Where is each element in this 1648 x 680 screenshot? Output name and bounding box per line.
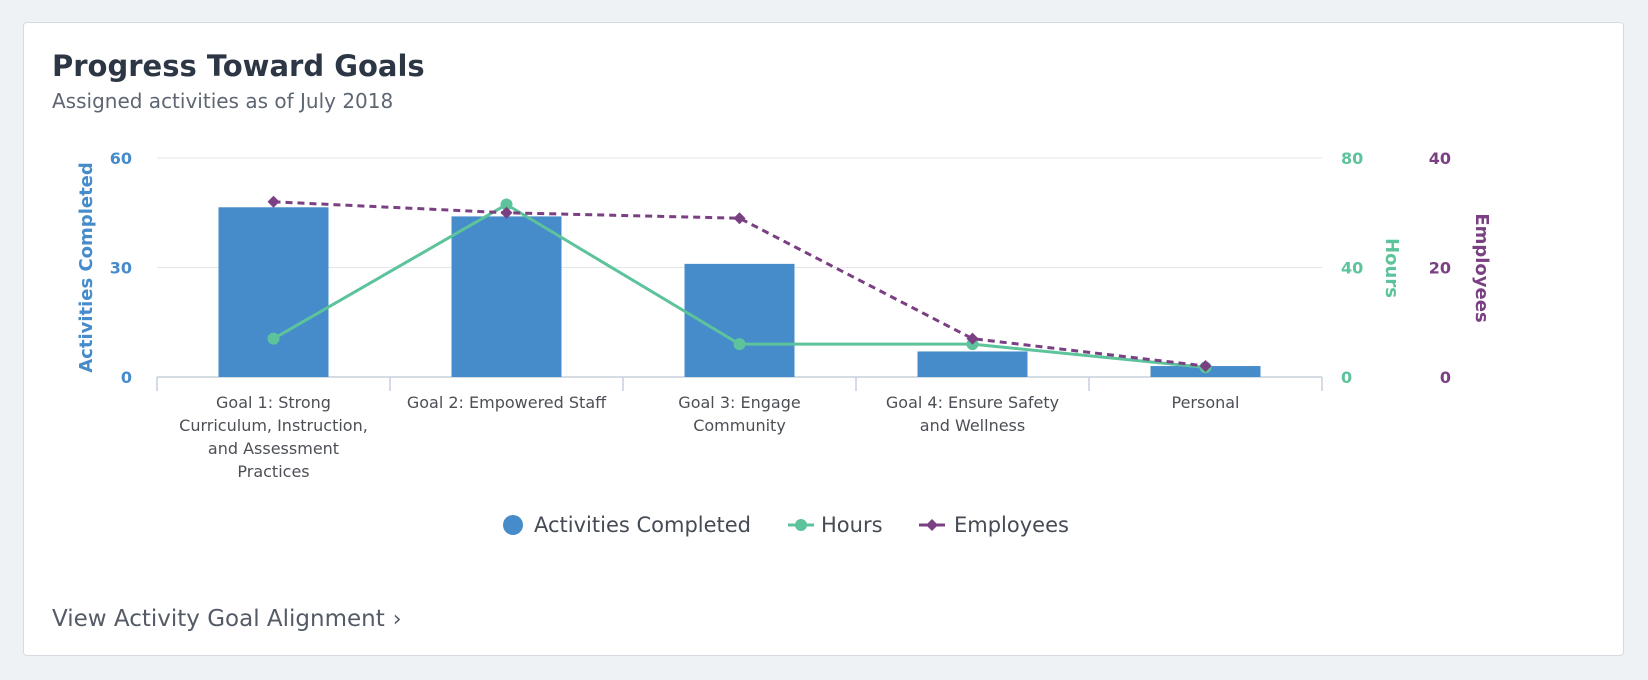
legend-employees-marker: [926, 519, 938, 531]
x-category-label: Goal 2: Empowered Staff: [407, 393, 607, 412]
goals-card: Progress Toward Goals Assigned activitie…: [23, 22, 1624, 656]
point-hours: [733, 338, 746, 351]
bar-activities-completed: [917, 351, 1028, 377]
point-employees: [1199, 360, 1212, 373]
y-right-employees-tick-label: 0: [1440, 368, 1451, 387]
x-category-label-line: and Assessment: [208, 439, 339, 458]
x-category-label-line: Goal 1: Strong: [216, 393, 331, 412]
x-category-label-line: Practices: [237, 462, 309, 481]
y-left-tick-label: 60: [110, 149, 132, 168]
bar-activities-completed: [684, 263, 795, 377]
x-category-label-line: and Wellness: [920, 416, 1025, 435]
y-left-axis-label: Activities Completed: [76, 162, 97, 373]
card-title: Progress Toward Goals: [52, 49, 425, 83]
legend-hours-marker: [795, 519, 807, 531]
x-category-label-line: Curriculum, Instruction,: [179, 416, 368, 435]
bar-activities-completed: [451, 216, 562, 377]
card-subtitle: Assigned activities as of July 2018: [52, 89, 394, 113]
view-alignment-label: View Activity Goal Alignment: [52, 606, 385, 632]
x-category-label: Goal 3: Engage Community: [678, 393, 800, 435]
x-category-label-line: Goal 4: Ensure Safety: [886, 393, 1059, 412]
goals-chart: 0 30 60 Activities Completed 0 40 80 Hours 0 20 40…: [76, 149, 1492, 537]
y-right-employees-tick-label: 40: [1429, 149, 1451, 168]
point-hours: [500, 198, 513, 211]
chevron-right-icon: ›: [392, 606, 402, 632]
x-category-label-line: Goal 3: Engage: [678, 393, 800, 412]
y-right-employees-axis-label: Employees: [1471, 213, 1492, 322]
point-employees: [733, 212, 746, 225]
y-left-tick-label: 30: [110, 259, 132, 278]
legend-employees-label: Employees: [954, 513, 1069, 537]
x-category-label: Goal 1: Strong Curriculum, Instruction, an…: [179, 393, 368, 481]
view-alignment-link[interactable]: View Activity Goal Alignment ›: [52, 606, 402, 632]
y-left-tick-label: 0: [121, 368, 132, 387]
legend-hours-label: Hours: [821, 513, 883, 537]
bar-activities-completed: [218, 207, 329, 377]
y-right-hours-tick-label: 0: [1341, 368, 1352, 387]
point-employees: [966, 332, 979, 345]
point-hours: [267, 332, 280, 345]
y-right-hours-tick-label: 40: [1341, 259, 1363, 278]
legend-activities-label: Activities Completed: [534, 513, 751, 537]
legend-activities-marker: [503, 515, 523, 535]
x-category-label: Personal: [1171, 393, 1239, 412]
x-category-label-line: Goal 2: Empowered Staff: [407, 393, 607, 412]
x-category-label-line: Community: [693, 416, 786, 435]
x-category-label-line: Personal: [1171, 393, 1239, 412]
line-employees: [273, 200, 1206, 368]
y-right-hours-tick-label: 80: [1341, 149, 1363, 168]
point-employees: [500, 206, 513, 219]
y-right-hours-axis-label: Hours: [1381, 238, 1402, 298]
y-right-employees-tick-label: 20: [1429, 259, 1451, 278]
x-category-label: Goal 4: Ensure Safety and Wellness: [886, 393, 1059, 435]
point-employees: [267, 195, 280, 208]
